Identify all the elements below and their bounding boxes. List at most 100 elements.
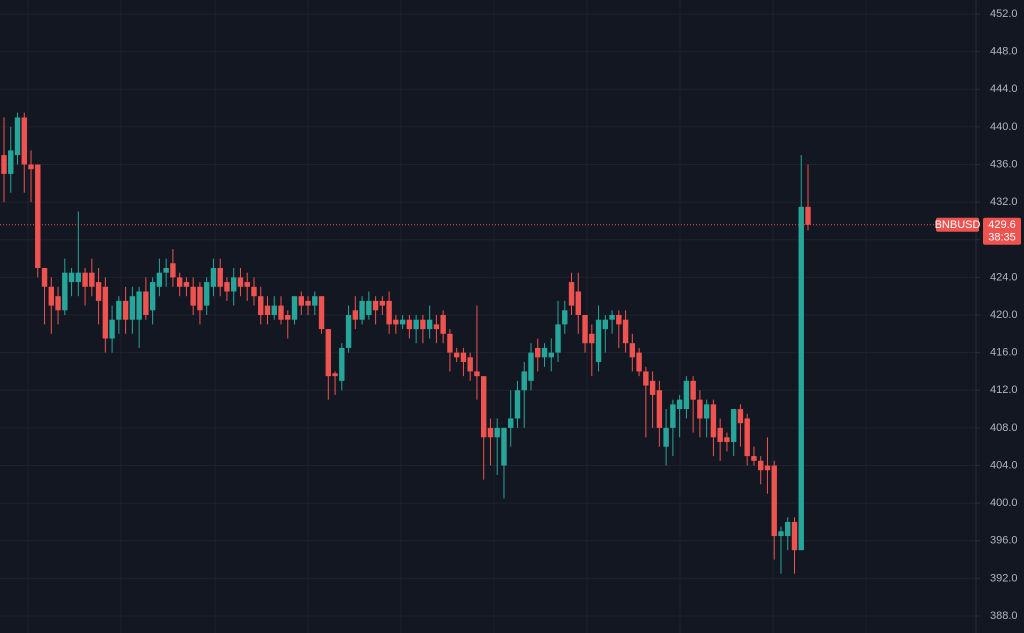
- grid: [0, 0, 976, 633]
- candle-body: [703, 404, 710, 419]
- candle-body: [28, 164, 34, 170]
- y-tick-label: 412.0: [990, 384, 1018, 396]
- candle-body: [62, 272, 68, 311]
- candle-body: [197, 286, 203, 311]
- candle-body: [602, 319, 609, 330]
- candle-body: [785, 521, 791, 537]
- candle-body: [663, 427, 669, 447]
- candle-body: [501, 427, 507, 466]
- candle-body: [460, 352, 467, 363]
- candle-body: [474, 371, 480, 377]
- y-tick-label: 424.0: [990, 271, 1018, 283]
- candle-body: [143, 291, 149, 315]
- candle-body: [231, 277, 237, 292]
- candle-body: [156, 272, 163, 287]
- candle-body: [595, 319, 602, 363]
- symbol-tag: BNBUSD: [935, 219, 981, 231]
- candle-body: [116, 300, 122, 320]
- candle-body: [697, 399, 703, 419]
- y-tick-label: 388.0: [990, 610, 1018, 622]
- candle-body: [68, 272, 75, 283]
- candle-body: [89, 272, 95, 287]
- candle-body: [805, 206, 811, 225]
- price-tags: BNBUSD 429.638:35: [935, 217, 1021, 245]
- candle-body: [575, 291, 581, 315]
- candle-body: [264, 305, 271, 315]
- candle-body: [622, 319, 629, 344]
- candle-body: [467, 357, 473, 372]
- price-tag-bg: [983, 217, 1021, 245]
- candle-body: [649, 380, 656, 395]
- candle-body: [440, 315, 446, 334]
- candle-body: [589, 333, 595, 344]
- candle-body: [82, 272, 88, 287]
- candle-body: [690, 380, 696, 400]
- candle-body: [278, 305, 284, 320]
- candle-body: [258, 296, 264, 315]
- countdown: 38:35: [988, 232, 1016, 244]
- candle-body: [8, 150, 14, 174]
- y-tick-label: 396.0: [990, 535, 1018, 547]
- candle-body: [609, 315, 615, 320]
- candle-body: [359, 300, 365, 320]
- candle-body: [190, 286, 196, 306]
- y-tick-label: 432.0: [990, 196, 1018, 208]
- candle-body: [562, 310, 568, 325]
- y-tick-label: 436.0: [990, 158, 1018, 170]
- candle-body: [224, 282, 230, 292]
- candle-body: [453, 352, 460, 358]
- candle-body: [764, 465, 771, 471]
- candle-body: [629, 343, 636, 358]
- candle-body: [176, 277, 183, 287]
- candle-body: [555, 324, 561, 353]
- candle-body: [271, 305, 277, 315]
- candle-body: [730, 409, 737, 442]
- candle-body: [237, 277, 244, 287]
- candle-body: [670, 404, 676, 428]
- candle-body: [352, 310, 359, 320]
- candle-body: [737, 409, 744, 424]
- candle-body: [244, 282, 250, 287]
- candle-body: [447, 333, 453, 353]
- candle-body: [183, 282, 190, 287]
- candle-body: [514, 390, 521, 419]
- candle-body: [109, 319, 115, 339]
- candle-body: [379, 300, 386, 306]
- candle-body: [487, 427, 494, 438]
- candle-body: [210, 267, 217, 287]
- candles: [0, 112, 976, 574]
- y-tick-label: 392.0: [990, 572, 1018, 584]
- candle-body: [548, 352, 554, 358]
- candle-body: [535, 347, 541, 358]
- candle-body: [771, 465, 777, 537]
- y-tick-label: 420.0: [990, 309, 1018, 321]
- candle-body: [136, 291, 142, 320]
- candle-body: [751, 456, 757, 461]
- candle-body: [14, 117, 21, 156]
- y-tick-label: 452.0: [990, 8, 1018, 20]
- candle-body: [48, 286, 54, 306]
- candle-body: [203, 282, 210, 306]
- candle-body: [393, 319, 399, 325]
- candle-body: [170, 263, 176, 278]
- candle-body: [35, 164, 41, 268]
- candle-body: [744, 418, 750, 457]
- candle-body: [656, 390, 663, 428]
- candle-body: [339, 347, 345, 381]
- candle-body: [1, 155, 7, 174]
- candle-body: [480, 376, 487, 438]
- candle-body: [508, 418, 514, 428]
- candle-body: [312, 296, 318, 306]
- candle-body: [724, 437, 730, 442]
- candle-body: [710, 404, 717, 438]
- candle-body: [55, 296, 61, 311]
- y-tick-label: 416.0: [990, 347, 1018, 359]
- candle-body: [420, 319, 426, 330]
- candle-body: [325, 329, 332, 377]
- candle-body: [386, 300, 392, 325]
- candle-body: [541, 347, 548, 358]
- y-tick-label: 400.0: [990, 497, 1018, 509]
- candle-body: [129, 296, 136, 320]
